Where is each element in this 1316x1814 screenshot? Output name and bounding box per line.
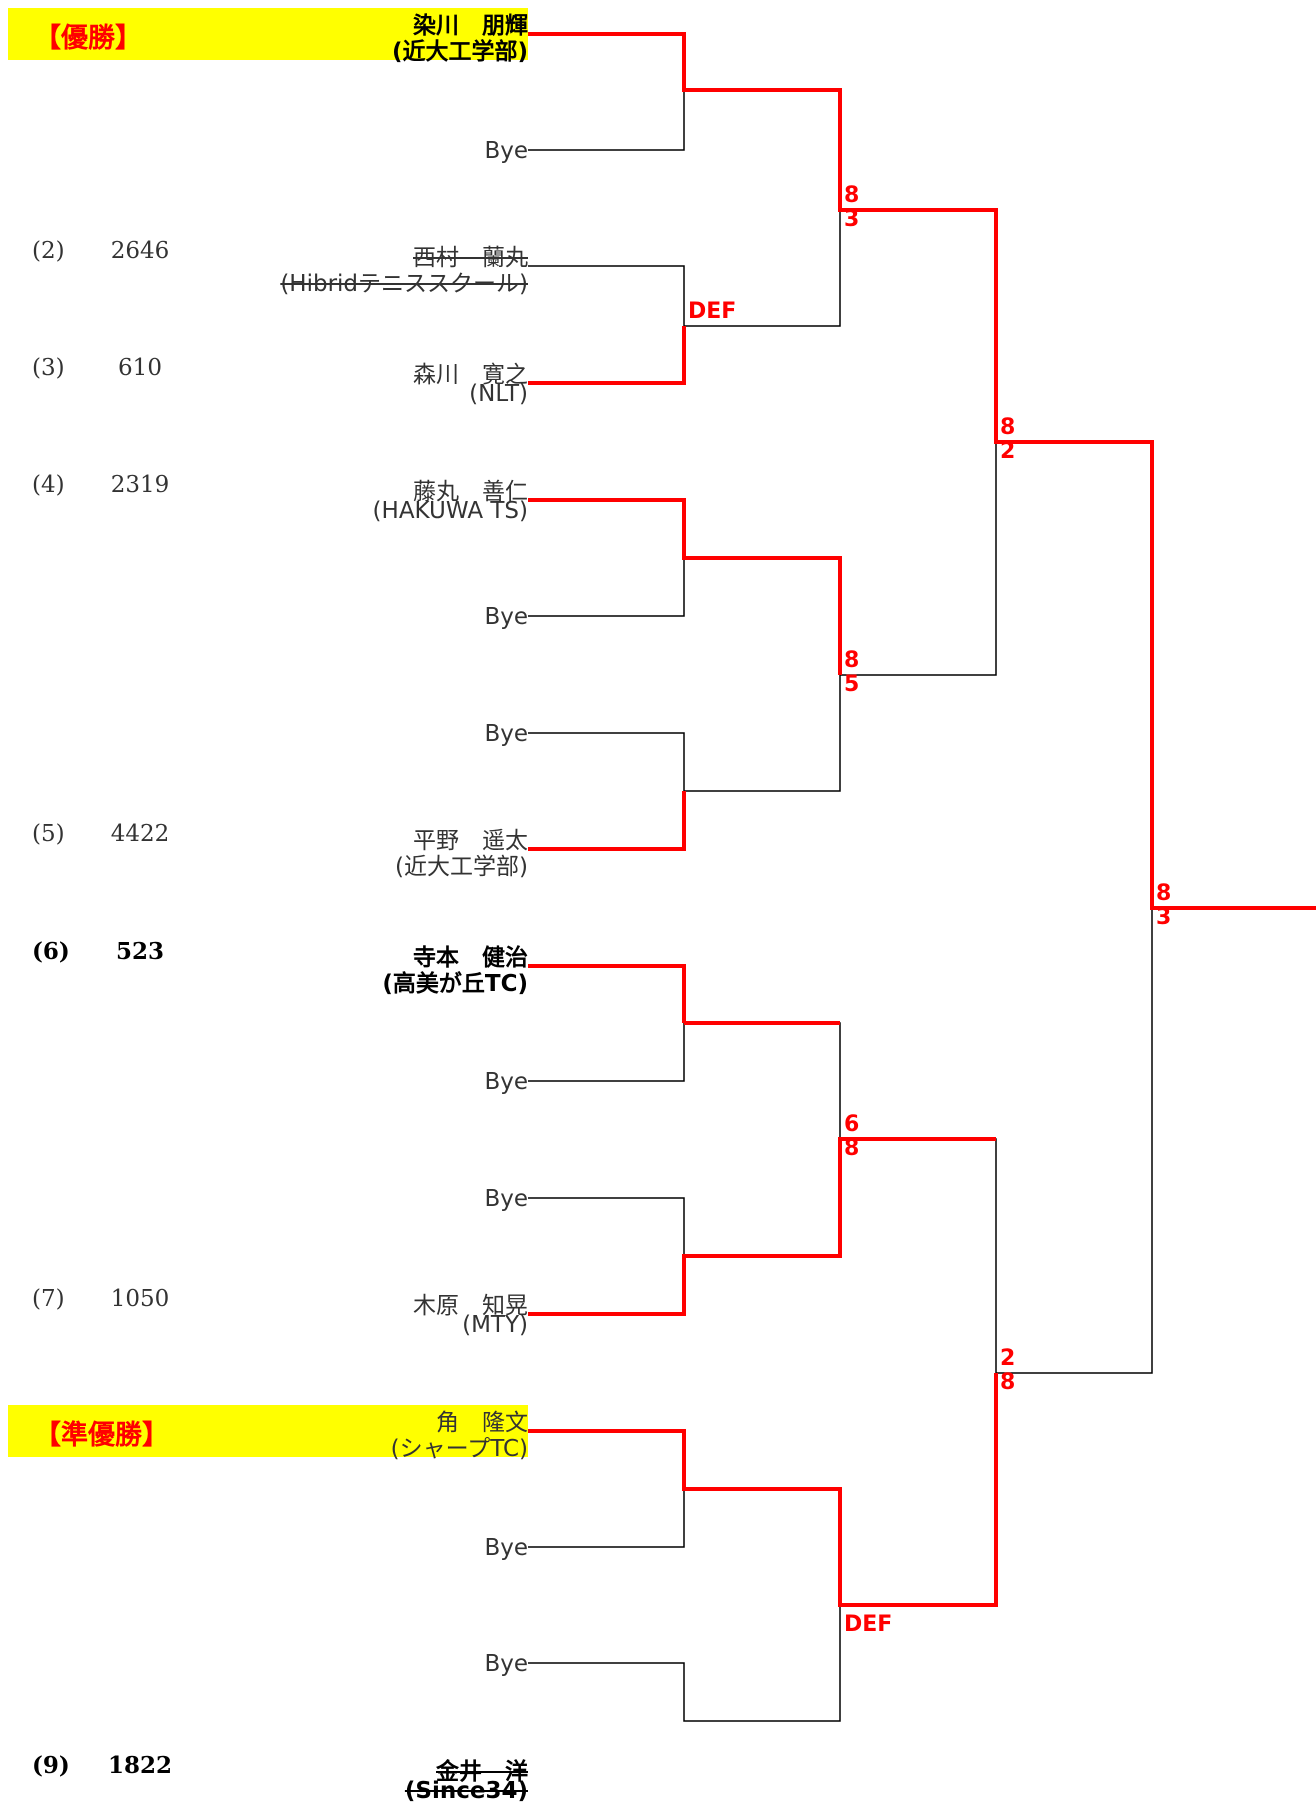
player-club: (近大工学部) bbox=[395, 854, 528, 880]
draw-entry-15: Bye bbox=[0, 1651, 528, 1707]
player-club: (NLT) bbox=[469, 381, 528, 407]
bracket-loser-lines bbox=[528, 90, 1153, 1722]
bye-label: Bye bbox=[484, 138, 528, 164]
score-bottom: 8 bbox=[1000, 1370, 1016, 1395]
score-r2-match-2: DEF bbox=[688, 300, 736, 324]
bye-label: Bye bbox=[484, 1186, 528, 1212]
score-r2-match-7: DEF bbox=[844, 1613, 892, 1637]
draw-entry-6: Bye bbox=[0, 604, 528, 660]
draw-entry-11: Bye bbox=[0, 1186, 528, 1242]
draw-entry-13: 角 隆文 (シャープTC) bbox=[0, 1403, 528, 1462]
seed-number: (9) bbox=[32, 1752, 70, 1779]
bye-label: Bye bbox=[484, 1069, 528, 1095]
score-final: 8 3 bbox=[1156, 882, 1171, 930]
runner-up-highlight: 【準優勝】 bbox=[8, 1405, 528, 1457]
draw-entry-9: (6) 523 寺本 健治 (高美が丘TC) bbox=[0, 938, 528, 997]
bye-label: Bye bbox=[484, 1535, 528, 1561]
seed-number: (3) bbox=[32, 355, 65, 381]
player-club: (Hibridテニススクール) bbox=[280, 271, 528, 297]
player-name: 森川 寛之 bbox=[413, 362, 528, 388]
champion-label: 【優勝】 bbox=[34, 23, 142, 54]
bracket-winner-lines bbox=[528, 32, 1316, 1607]
ranking-points: 523 bbox=[115, 938, 164, 965]
seed-number: (4) bbox=[32, 472, 65, 498]
player-name: 西村 蘭丸 bbox=[413, 245, 528, 271]
player-club: (MTY) bbox=[462, 1312, 528, 1338]
player-club: (近大工学部) bbox=[391, 39, 528, 65]
draw-entry-10: Bye bbox=[0, 1069, 528, 1125]
default-label: DEF bbox=[844, 1612, 893, 1637]
draw-entry-8: (5) 4422 平野 遥太 (近大工学部) bbox=[0, 821, 528, 880]
ranking-points: 610 bbox=[118, 355, 162, 381]
draw-entry-7: Bye bbox=[0, 721, 528, 777]
player-club: (シャープTC) bbox=[390, 1436, 528, 1462]
player-club: (Since34) bbox=[404, 1778, 528, 1804]
seed-number: (7) bbox=[32, 1286, 65, 1312]
score-r3-match-1: 8 2 bbox=[1000, 416, 1015, 464]
score-top: 8 bbox=[844, 648, 860, 673]
ranking-points: 2319 bbox=[110, 472, 170, 498]
score-top: 2 bbox=[1000, 1346, 1016, 1371]
score-top: 8 bbox=[1000, 415, 1016, 440]
player-club: (HAKUWA TS) bbox=[372, 498, 528, 524]
score-bottom: 3 bbox=[844, 207, 860, 232]
draw-entry-12: (7) 1050 木原 知晃 (MTY) bbox=[0, 1286, 528, 1342]
seed-number: (2) bbox=[32, 238, 65, 264]
player-name: 染川 朋輝 bbox=[413, 13, 528, 39]
ranking-points: 1822 bbox=[107, 1752, 172, 1779]
champion-highlight: 【優勝】 bbox=[8, 8, 528, 60]
score-bottom: 2 bbox=[1000, 439, 1016, 464]
draw-entry-1: 染川 朋輝 (近大工学部) bbox=[0, 6, 528, 65]
score-r2-match-3: 8 5 bbox=[844, 649, 859, 697]
runner-up-label: 【準優勝】 bbox=[34, 1420, 169, 1451]
player-name: 角 隆文 bbox=[436, 1410, 528, 1436]
player-name: 木原 知晃 bbox=[413, 1293, 528, 1319]
bye-label: Bye bbox=[484, 604, 528, 630]
score-bottom: 8 bbox=[844, 1136, 860, 1161]
draw-entry-3: (2) 2646 西村 蘭丸 (Hibridテニススクール) bbox=[0, 238, 528, 297]
player-club: (高美が丘TC) bbox=[382, 971, 528, 997]
player-name: 藤丸 善仁 bbox=[413, 479, 528, 505]
score-r2-match-5: 6 8 bbox=[844, 1113, 859, 1161]
ranking-points: 1050 bbox=[110, 1286, 170, 1312]
draw-entry-16: (9) 1822 金井 洋 (Since34) bbox=[0, 1752, 528, 1808]
score-bottom: 3 bbox=[1156, 905, 1172, 930]
draw-entry-14: Bye bbox=[0, 1535, 528, 1591]
score-bottom: 5 bbox=[844, 672, 860, 697]
player-name: 寺本 健治 bbox=[413, 945, 528, 971]
score-top: 6 bbox=[844, 1112, 860, 1137]
draw-entry-2: Bye bbox=[0, 138, 528, 194]
score-top: 8 bbox=[1156, 881, 1172, 906]
bye-label: Bye bbox=[484, 721, 528, 747]
default-label: DEF bbox=[688, 299, 737, 324]
seed-number: (6) bbox=[32, 938, 70, 965]
ranking-points: 4422 bbox=[110, 821, 170, 847]
score-r3-match-2: 2 8 bbox=[1000, 1347, 1015, 1395]
draw-entry-4: (3) 610 森川 寛之 (NLT) bbox=[0, 355, 528, 411]
player-name: 金井 洋 bbox=[436, 1759, 528, 1785]
ranking-points: 2646 bbox=[110, 238, 170, 264]
seed-number: (5) bbox=[32, 821, 65, 847]
player-name: 平野 遥太 bbox=[413, 828, 528, 854]
score-top: 8 bbox=[844, 183, 860, 208]
bye-label: Bye bbox=[484, 1651, 528, 1677]
draw-entry-5: (4) 2319 藤丸 善仁 (HAKUWA TS) bbox=[0, 472, 528, 528]
score-r2-match-1: 8 3 bbox=[844, 184, 859, 232]
